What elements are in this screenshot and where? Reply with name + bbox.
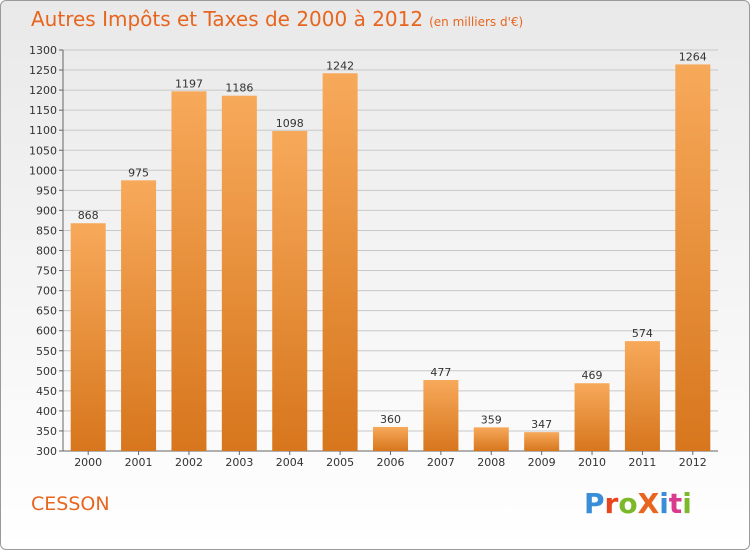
place-name: CESSON: [31, 493, 110, 515]
x-tick-label: 2004: [276, 456, 304, 469]
data-label: 347: [531, 418, 552, 431]
logo-letter: X: [637, 487, 660, 520]
x-tick-label: 2006: [377, 456, 405, 469]
x-tick-label: 2001: [125, 456, 153, 469]
bar: [70, 223, 106, 451]
y-tick-label: 300: [36, 445, 57, 458]
y-tick-label: 700: [36, 285, 57, 298]
y-tick-label: 1150: [29, 104, 57, 117]
gridlines: [63, 49, 718, 452]
x-tick-label: 2005: [326, 456, 354, 469]
y-tick-label: 350: [36, 425, 57, 438]
bar: [624, 341, 660, 451]
y-tick-label: 1000: [29, 164, 57, 177]
bar: [524, 432, 560, 451]
bar: [272, 131, 308, 451]
y-tick-label: 800: [36, 245, 57, 258]
x-tick-label: 2012: [679, 456, 707, 469]
data-label: 975: [128, 166, 149, 179]
bar: [574, 383, 610, 451]
y-tick-label: 900: [36, 204, 57, 217]
x-tick-label: 2003: [225, 456, 253, 469]
data-label: 1098: [276, 117, 304, 130]
y-tick-label: 1300: [29, 44, 57, 57]
y-tick-label: 550: [36, 345, 57, 358]
logo-letter: t: [668, 487, 683, 520]
data-label: 1197: [175, 77, 203, 90]
x-tick-label: 2007: [427, 456, 455, 469]
y-tick-label: 1200: [29, 84, 57, 97]
y-tick-label: 1050: [29, 144, 57, 157]
proxiti-logo: ProXiti: [584, 487, 692, 520]
y-tick-label: 950: [36, 184, 57, 197]
x-tick-label: 2002: [175, 456, 203, 469]
chart-title-text: Autres Impôts et Taxes de 2000 à 2012: [31, 7, 424, 31]
logo-letter: i: [659, 487, 669, 520]
logo-letter: i: [682, 487, 692, 520]
data-label: 477: [430, 366, 451, 379]
y-tick-label: 450: [36, 385, 57, 398]
data-label: 360: [380, 413, 401, 426]
y-tick-label: 1250: [29, 64, 57, 77]
bar: [423, 380, 459, 451]
bar: [373, 426, 408, 451]
x-tick-label: 2008: [477, 456, 505, 469]
data-label: 1186: [225, 82, 253, 95]
data-label: 574: [632, 327, 653, 340]
y-tick-label: 750: [36, 265, 57, 278]
bar: [675, 64, 711, 451]
y-tick-label: 1100: [29, 124, 57, 137]
bar: [171, 91, 207, 451]
x-tick-label: 2011: [628, 456, 656, 469]
bar: [121, 180, 157, 451]
y-tick-label: 850: [36, 224, 57, 237]
chart-title: Autres Impôts et Taxes de 2000 à 2012 (en…: [31, 7, 523, 31]
y-tick-label: 500: [36, 365, 57, 378]
x-tick-label: 2009: [528, 456, 556, 469]
bars: [70, 64, 711, 452]
data-label: 1242: [326, 59, 354, 72]
labels: 868 975 1197 1186 1098 1242 360 477 359 347 469 574…: [78, 50, 707, 431]
y-tick-label: 650: [36, 305, 57, 318]
x-tick-label: 2010: [578, 456, 606, 469]
data-label: 469: [582, 369, 603, 382]
logo-letter: r: [604, 487, 619, 520]
bar: [322, 73, 358, 452]
bar: [473, 427, 509, 451]
x-tick-label: 2000: [74, 456, 102, 469]
data-label: 359: [481, 413, 502, 426]
data-label: 868: [78, 209, 99, 222]
chart-subtitle: (en milliers d'€): [429, 15, 524, 29]
data-label: 1264: [679, 50, 707, 63]
logo-letter: P: [584, 487, 605, 520]
y-tick-label: 400: [36, 405, 57, 418]
y-tick-label: 600: [36, 325, 57, 338]
bar: [221, 95, 257, 452]
logo-letter: o: [618, 487, 638, 520]
